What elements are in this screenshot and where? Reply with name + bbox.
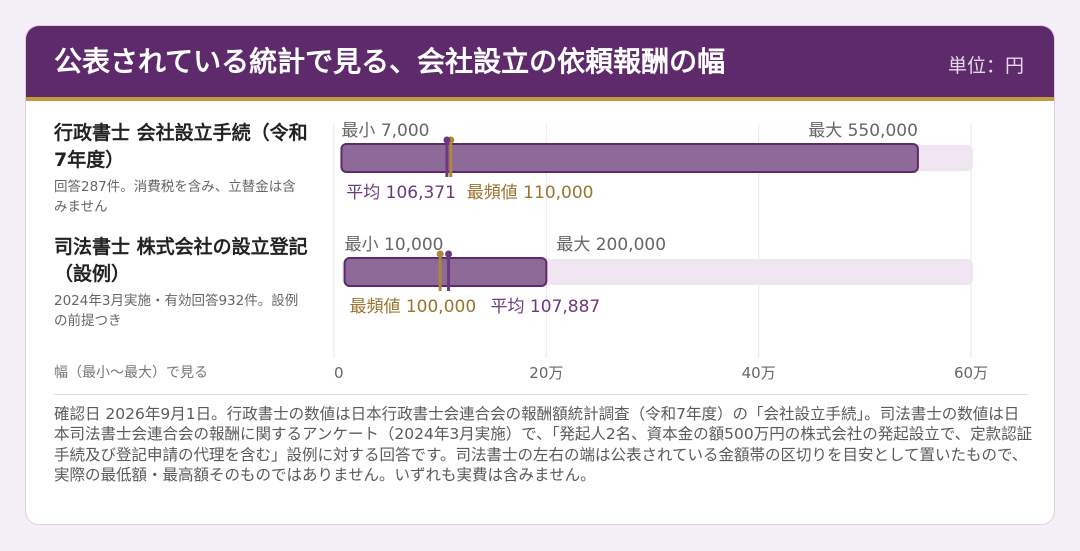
x-tick-label: 60万 <box>954 364 988 382</box>
mean-label: 平均 107,887 <box>491 297 601 317</box>
range-chart: 0 20万 40万 60万 最小 7,000 最大 550,000 平均 106,371 最頻… <box>333 121 988 382</box>
row-note-gyosei: 回答287件。消費税を含み、立替金は含みません <box>54 179 296 215</box>
mode-label: 最頻値 100,000 <box>349 297 476 317</box>
title-bar: 公表されている統計で見る、会社設立の依頼報酬の幅 単位：円 <box>26 26 1054 101</box>
x-tick-label: 20万 <box>529 364 563 382</box>
max-label: 最大 200,000 <box>556 235 666 255</box>
mean-label: 平均 106,371 <box>346 183 456 203</box>
axis-caption: 幅（最小〜最大）で見る <box>54 365 208 381</box>
min-label: 最小 10,000 <box>345 235 444 255</box>
chart-card: 公表されている統計で見る、会社設立の依頼報酬の幅 単位：円 行政書士 会社設立手… <box>25 25 1055 525</box>
mean-marker-dot <box>445 250 453 258</box>
footer-divider <box>54 394 1028 395</box>
row-note-shiho: 2024年3月実施・有効回答932件。設例の前提つき <box>54 293 299 329</box>
range-bar <box>340 143 919 173</box>
range-row-2 <box>342 250 973 291</box>
range-bar <box>343 257 548 287</box>
x-tick-label: 0 <box>334 364 344 382</box>
min-label: 最小 7,000 <box>341 121 429 141</box>
mean-marker-dot <box>443 136 451 144</box>
unit-label: 単位：円 <box>947 55 1024 77</box>
footer-note: 確認日 2026年9月1日。行政書士の数値は日本行政書士会連合会の報酬額統計調査… <box>54 405 1033 485</box>
range-row-1 <box>340 136 973 177</box>
chart-title: 公表されている統計で見る、会社設立の依頼報酬の幅 <box>54 45 726 78</box>
mode-label: 最頻値 110,000 <box>467 183 594 203</box>
max-label: 最大 550,000 <box>808 121 918 141</box>
row-title-gyosei: 行政書士 会社設立手続（令和7年度） <box>54 122 308 171</box>
row-title-shiho: 司法書士 株式会社の設立登記（設例） <box>54 236 308 285</box>
x-tick-label: 40万 <box>742 364 776 382</box>
mode-marker-dot <box>436 250 444 258</box>
